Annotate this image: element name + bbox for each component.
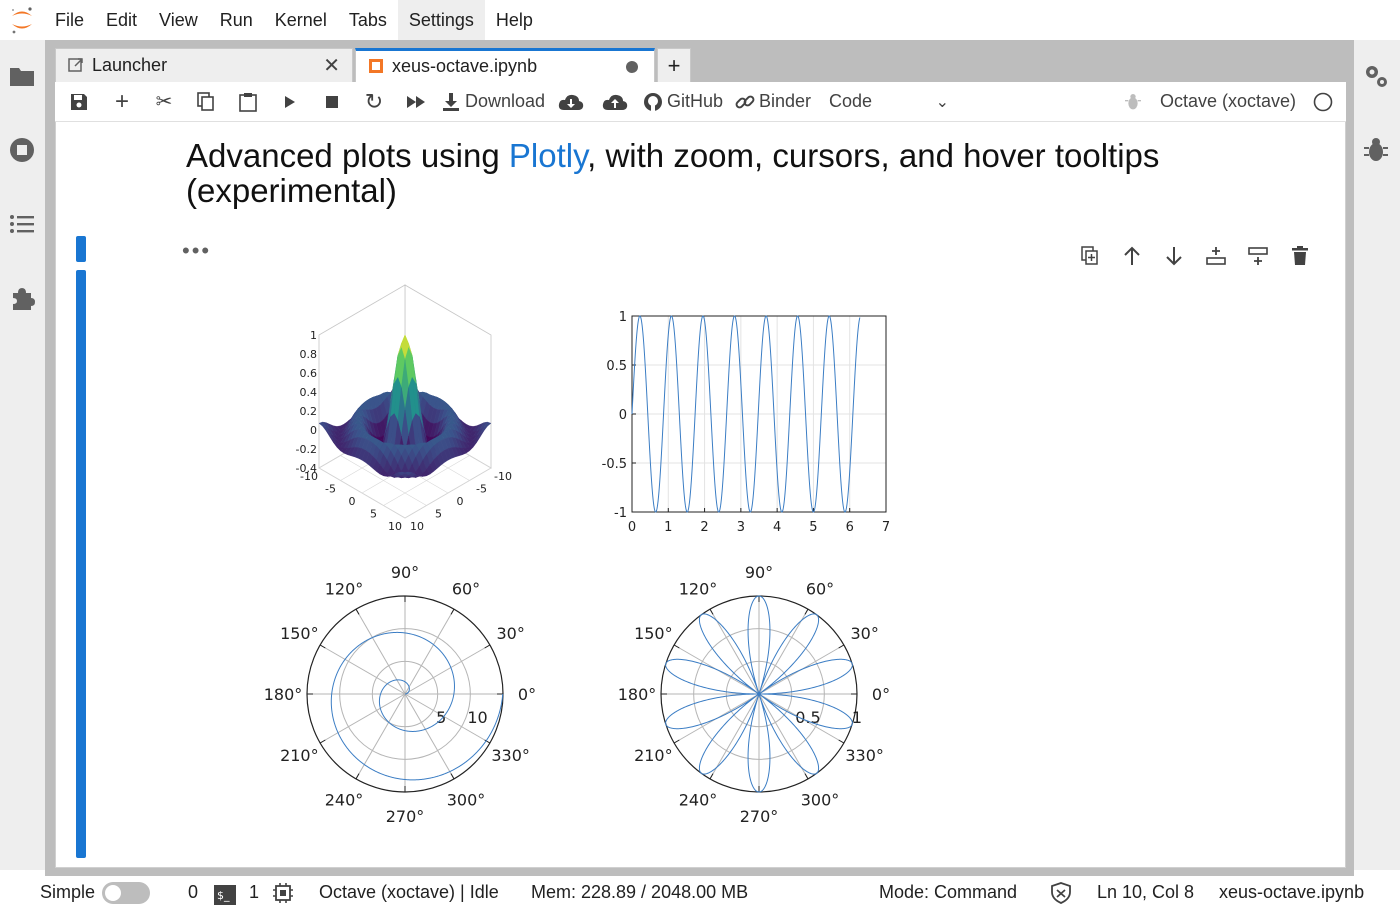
left-sidebar: [0, 40, 45, 870]
memory-usage: Mem: 228.89 / 2048.00 MB: [531, 882, 749, 902]
kernel-name[interactable]: Octave (xoctave): [1159, 91, 1296, 111]
extension-manager-icon[interactable]: [6, 282, 38, 314]
download-label: Download: [464, 91, 546, 111]
heading-suffix: , with zoom, cursors, and hover tooltips…: [186, 137, 1160, 209]
stop-icon[interactable]: [311, 87, 353, 117]
menu-bar: File Edit View Run Kernel Tabs Settings …: [0, 0, 1400, 41]
github-button[interactable]: GitHub: [637, 87, 729, 117]
move-down-arrow-icon[interactable]: [1158, 242, 1190, 270]
chevron-down-icon: ⌄: [935, 93, 949, 111]
trusted-shield-icon[interactable]: [1050, 882, 1072, 904]
insert-below-icon[interactable]: [1242, 242, 1274, 270]
github-icon: [643, 92, 662, 111]
link-icon: [735, 95, 755, 108]
tab-label: xeus-octave.ipynb: [392, 56, 538, 76]
frame-bottom: [45, 868, 1354, 876]
output-collapser[interactable]: [76, 270, 86, 858]
markdown-heading: Advanced plots using Plotly, with zoom, …: [186, 138, 1246, 208]
table-of-contents-icon[interactable]: [6, 208, 38, 240]
github-label: GitHub: [666, 91, 724, 111]
frame-left: [45, 82, 55, 870]
plotly-link[interactable]: Plotly: [508, 137, 588, 174]
new-tab-plus-icon[interactable]: +: [657, 48, 691, 82]
notebook-icon: [368, 58, 386, 76]
terminal-icon[interactable]: $_: [214, 883, 236, 905]
tab-launcher[interactable]: Launcher ✕: [55, 48, 353, 82]
collapsed-input-ellipsis[interactable]: •••: [182, 238, 212, 263]
cell-type-value: Code: [829, 91, 873, 111]
status-filename: xeus-octave.ipynb: [1219, 882, 1365, 902]
kernel-chip-icon[interactable]: [272, 882, 294, 904]
kernel-debug-bug-icon[interactable]: [1118, 87, 1148, 117]
cell-type-select[interactable]: Code ⌄: [829, 87, 949, 117]
download-button[interactable]: Download: [437, 87, 549, 117]
menu-tabs[interactable]: Tabs: [348, 10, 387, 30]
insert-above-icon[interactable]: [1200, 242, 1232, 270]
download-icon: [442, 92, 459, 111]
menu-view[interactable]: View: [159, 10, 198, 30]
simple-mode-label: Simple: [40, 882, 96, 902]
cloud-download-icon[interactable]: [549, 87, 593, 117]
fast-forward-icon[interactable]: [395, 87, 437, 117]
menu-help[interactable]: Help: [495, 10, 533, 30]
binder-button[interactable]: Binder: [729, 87, 817, 117]
save-icon[interactable]: [57, 87, 101, 117]
cell-toolbar: [1074, 242, 1316, 270]
close-icon[interactable]: ✕: [323, 55, 340, 77]
simple-mode-toggle[interactable]: [102, 882, 150, 904]
input-collapser[interactable]: [76, 236, 86, 262]
cloud-upload-icon[interactable]: [593, 87, 637, 117]
cut-icon[interactable]: ✂: [155, 91, 173, 113]
heading-prefix: Advanced plots using: [186, 137, 509, 174]
duplicate-cell-icon[interactable]: [1074, 242, 1106, 270]
menu-settings[interactable]: Settings: [397, 0, 485, 40]
binder-label: Binder: [758, 91, 812, 111]
svg-text:$_: $_: [217, 889, 230, 902]
frame-right: [1346, 82, 1354, 870]
command-mode[interactable]: Mode: Command: [879, 882, 1018, 902]
move-up-arrow-icon[interactable]: [1116, 242, 1148, 270]
menu-run[interactable]: Run: [219, 10, 253, 30]
menu-file[interactable]: File: [55, 10, 85, 30]
folder-icon[interactable]: [6, 60, 38, 92]
status-bar: Simple 0 $_ 1 Octave (xoctave) | Idle Me…: [0, 876, 1400, 909]
debugger-bug-icon[interactable]: [1360, 134, 1392, 166]
property-inspector-gears-icon[interactable]: [1360, 60, 1392, 92]
right-sidebar: [1354, 40, 1400, 870]
notebook-toolbar: + ✂ ↻ Download GitHub Binder Code ⌄ Octa…: [55, 82, 1346, 122]
unsaved-dot-icon[interactable]: [626, 60, 638, 73]
insert-cell-plus-icon[interactable]: +: [114, 87, 129, 115]
launcher-icon: [68, 57, 86, 75]
cursor-position[interactable]: Ln 10, Col 8: [1097, 882, 1195, 902]
tab-label: Launcher: [92, 55, 168, 75]
tab-bar: Launcher ✕ xeus-octave.ipynb +: [45, 40, 1354, 82]
running-sessions-icon[interactable]: [6, 134, 38, 166]
terminals-count[interactable]: 0: [188, 882, 199, 902]
delete-trash-icon[interactable]: [1284, 242, 1316, 270]
menu-edit[interactable]: Edit: [106, 10, 138, 30]
jupyter-logo-icon: [0, 0, 44, 40]
kernel-status[interactable]: Octave (xoctave) | Idle: [319, 882, 499, 902]
paste-icon[interactable]: [227, 87, 269, 117]
tab-notebook[interactable]: xeus-octave.ipynb: [355, 48, 655, 82]
copy-icon[interactable]: [185, 87, 227, 117]
menu-kernel[interactable]: Kernel: [274, 10, 327, 30]
run-icon[interactable]: [269, 87, 311, 117]
restart-icon[interactable]: ↻: [364, 88, 384, 114]
kernels-count[interactable]: 1: [249, 882, 260, 902]
kernel-status-idle-icon: [1308, 87, 1338, 117]
